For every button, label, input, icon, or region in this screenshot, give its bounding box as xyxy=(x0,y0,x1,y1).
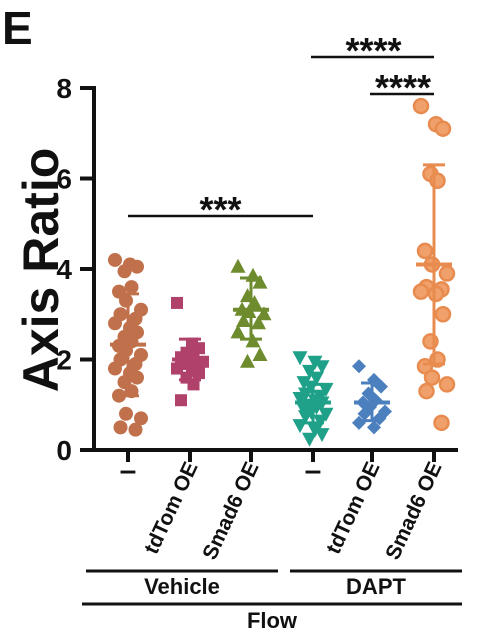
data-point xyxy=(130,259,144,274)
group-label: DAPT xyxy=(346,574,406,599)
data-point xyxy=(252,274,268,289)
series-2 xyxy=(230,258,272,368)
data-point xyxy=(367,420,381,435)
data-point xyxy=(438,265,456,282)
series-0 xyxy=(108,252,148,437)
y-tick-label: 8 xyxy=(56,73,72,104)
data-point xyxy=(307,355,323,370)
data-point xyxy=(175,394,187,407)
significance-label: **** xyxy=(345,30,401,71)
data-point xyxy=(251,315,266,330)
data-point xyxy=(434,306,452,323)
group-label: Vehicle xyxy=(144,574,220,599)
outer-group-label: Flow xyxy=(247,608,298,633)
data-point xyxy=(418,382,435,400)
data-point xyxy=(252,346,268,361)
x-tick-label: – xyxy=(120,454,137,487)
data-point xyxy=(309,371,324,386)
data-point xyxy=(236,313,251,328)
data-point xyxy=(292,351,308,366)
data-point xyxy=(119,293,133,308)
data-point xyxy=(187,378,200,391)
data-point xyxy=(108,316,122,331)
y-tick-label: 0 xyxy=(56,435,72,466)
data-point xyxy=(117,264,132,279)
data-point xyxy=(130,370,144,385)
x-tick-label: tdTom OE xyxy=(322,458,385,557)
data-point xyxy=(307,423,323,438)
data-point xyxy=(128,422,143,437)
y-tick-label: 6 xyxy=(56,164,72,195)
data-point xyxy=(416,242,434,260)
significance-label: **** xyxy=(375,67,431,108)
data-point xyxy=(438,376,456,393)
significance-label: *** xyxy=(199,189,241,230)
data-point xyxy=(230,258,246,273)
x-tick-label: – xyxy=(305,454,322,487)
data-point xyxy=(314,428,330,443)
data-point xyxy=(292,419,308,434)
data-point xyxy=(108,252,122,267)
data-point xyxy=(314,360,330,375)
data-point xyxy=(193,367,205,380)
data-point xyxy=(423,369,441,386)
data-point xyxy=(352,359,366,374)
data-point xyxy=(113,420,128,435)
data-point xyxy=(124,280,139,295)
x-tick-label: Smad6 OE xyxy=(381,458,446,563)
x-tick-label: Smad6 OE xyxy=(198,458,263,563)
data-point xyxy=(171,362,183,375)
data-point xyxy=(256,306,272,321)
data-point xyxy=(292,391,308,406)
data-point xyxy=(119,406,133,421)
data-point xyxy=(171,296,183,309)
data-point xyxy=(298,410,313,425)
data-point xyxy=(427,285,445,303)
y-tick-label: 2 xyxy=(56,345,72,376)
data-point xyxy=(433,414,450,432)
data-point xyxy=(240,353,255,368)
y-tick-label: 4 xyxy=(56,254,72,285)
x-tick-label: tdTom OE xyxy=(140,458,203,557)
data-point xyxy=(412,97,430,115)
data-point xyxy=(412,283,430,300)
y-axis-label: Axis Ratio xyxy=(13,148,69,393)
data-point xyxy=(357,406,372,421)
data-point xyxy=(302,432,317,447)
data-point xyxy=(434,120,452,137)
data-point xyxy=(134,411,148,426)
data-point xyxy=(230,324,246,339)
panel-label: E xyxy=(2,2,33,54)
data-point xyxy=(108,361,122,376)
